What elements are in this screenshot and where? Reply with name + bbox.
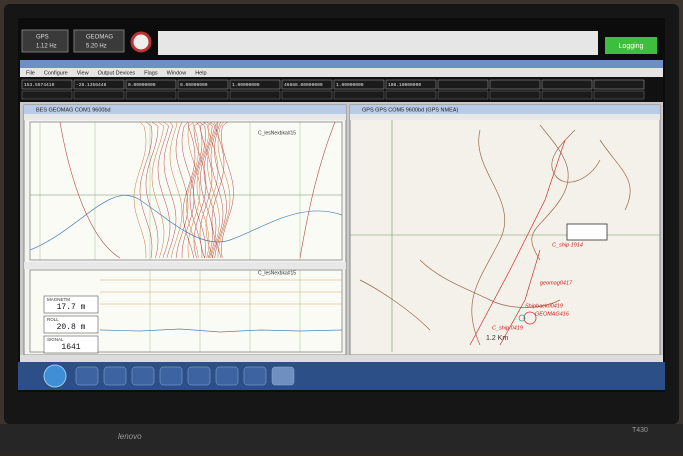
map-label: GEOMAG416 bbox=[535, 311, 570, 317]
menu-item[interactable]: File bbox=[26, 70, 35, 76]
field-box bbox=[594, 80, 644, 89]
scale-label: 1.2 Km bbox=[486, 335, 508, 342]
brand: lenovo bbox=[118, 432, 142, 441]
field-box bbox=[542, 80, 592, 89]
plot-legend: C_lesNexbka#15 bbox=[258, 130, 296, 136]
geomag-header bbox=[24, 114, 346, 120]
map-label: C_ship 1914 bbox=[552, 242, 583, 248]
taskbar-icon[interactable] bbox=[188, 367, 210, 385]
field-value: 1.00000000 bbox=[232, 82, 260, 88]
menu-item[interactable]: Flags bbox=[144, 70, 158, 76]
readout-value: 1641 bbox=[61, 343, 80, 352]
lower-legend: C_lesNexbka#15 bbox=[258, 270, 296, 276]
map-label: Shipback00419 bbox=[525, 303, 563, 309]
map-label: geomag0417 bbox=[540, 280, 573, 286]
readout-label: MAGNETM bbox=[47, 297, 70, 302]
taskbar-icon[interactable] bbox=[160, 367, 182, 385]
readout-label: SIGNAL bbox=[47, 337, 64, 342]
status-bar bbox=[20, 355, 663, 362]
readout-value: 17.7 m bbox=[57, 303, 86, 312]
app-titlebar bbox=[20, 60, 663, 68]
menu-item[interactable]: Window bbox=[167, 70, 187, 76]
field-box bbox=[490, 80, 540, 89]
screenshot: GPS 1.12 Hz GEOMAG 5.20 Hz Logging File C… bbox=[0, 0, 683, 451]
field-box bbox=[230, 91, 280, 99]
field-box bbox=[282, 91, 332, 99]
menu-item[interactable]: Output Devices bbox=[98, 70, 136, 76]
gps-label: GPS bbox=[36, 35, 49, 41]
field-value: -28.1356448 bbox=[76, 82, 107, 88]
field-value: 1.00000000 bbox=[336, 82, 364, 88]
menu-item[interactable]: Configure bbox=[44, 70, 68, 76]
field-value: 0.00000000 bbox=[180, 82, 208, 88]
readout-label: ROLL bbox=[47, 317, 59, 322]
field-box bbox=[490, 91, 540, 99]
taskbar-icon[interactable] bbox=[216, 367, 238, 385]
readout-value: 20.8 m bbox=[57, 323, 86, 332]
taskbar-icon[interactable] bbox=[272, 367, 294, 385]
field-box bbox=[438, 80, 488, 89]
logging-label: Logging bbox=[619, 43, 644, 50]
field-value: 46688.00000000 bbox=[284, 82, 323, 88]
taskbar-icon[interactable] bbox=[104, 367, 126, 385]
menu-item[interactable]: Help bbox=[195, 70, 206, 76]
keyboard-deck bbox=[0, 424, 683, 451]
map-label: C_ship 0419 bbox=[492, 325, 523, 331]
field-box bbox=[542, 91, 592, 99]
taskbar-icon[interactable] bbox=[132, 367, 154, 385]
geomag-label: GEOMAG bbox=[86, 35, 113, 41]
gps-header bbox=[350, 114, 660, 120]
field-box bbox=[126, 91, 176, 99]
field-box bbox=[178, 91, 228, 99]
menu-item[interactable]: View bbox=[77, 70, 89, 76]
model: T430 bbox=[632, 427, 648, 434]
status-panel bbox=[158, 31, 598, 55]
taskbar-icon[interactable] bbox=[76, 367, 98, 385]
field-box bbox=[74, 91, 124, 99]
lower-header bbox=[24, 262, 346, 269]
field-box bbox=[594, 91, 644, 99]
field-value: 0.00000000 bbox=[128, 82, 156, 88]
start-button[interactable] bbox=[44, 365, 66, 387]
field-box bbox=[438, 91, 488, 99]
gps-title: GPS GPS COM5 9600bd (GPS NMEA) bbox=[362, 107, 458, 113]
page: { "toolbar": { "gps": {"label": "GPS", "… bbox=[0, 0, 683, 451]
field-value: 108.10000000 bbox=[388, 82, 421, 88]
taskbar-icon[interactable] bbox=[244, 367, 266, 385]
settings-icon[interactable] bbox=[132, 33, 150, 51]
info-box bbox=[567, 224, 607, 240]
gps-window bbox=[350, 105, 660, 355]
field-box bbox=[22, 91, 72, 99]
field-box bbox=[334, 91, 384, 99]
geomag-title: BES GEOMAG COM1 9600bd bbox=[36, 107, 111, 113]
gps-rate: 1.12 Hz bbox=[36, 44, 57, 50]
field-value: 153.5574410 bbox=[24, 82, 55, 88]
field-box bbox=[386, 91, 436, 99]
geomag-rate: 5.20 Hz bbox=[86, 44, 107, 50]
